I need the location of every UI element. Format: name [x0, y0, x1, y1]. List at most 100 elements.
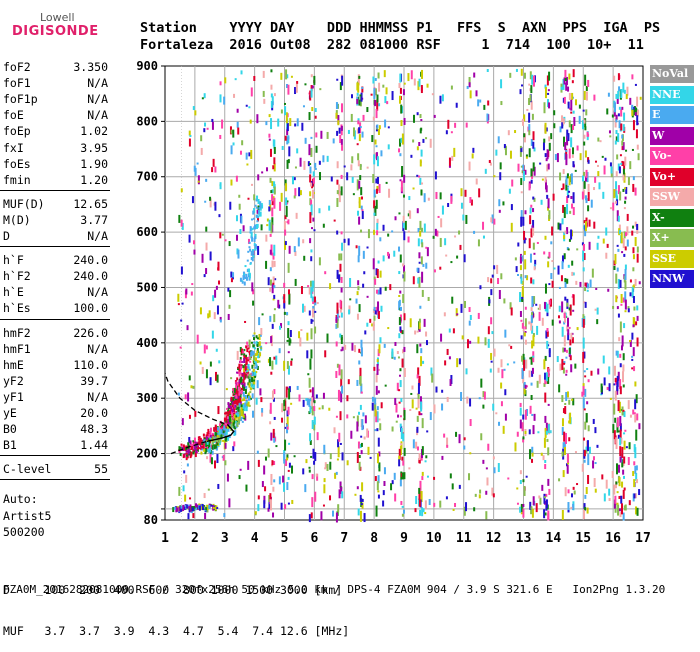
echo-mark [205, 242, 208, 251]
echo-mark [634, 221, 637, 227]
echo-mark [425, 246, 428, 249]
echo-mark [490, 352, 493, 360]
echo-mark [221, 427, 224, 432]
echo-mark [189, 497, 192, 500]
echo-mark [590, 199, 593, 208]
echo-mark [484, 337, 487, 346]
echo-mark [528, 238, 531, 249]
echo-mark [283, 452, 286, 464]
echo-mark [631, 355, 634, 358]
echo-mark [374, 205, 377, 216]
echo-mark [208, 504, 211, 509]
echo-mark [232, 422, 235, 427]
echo-mark [213, 202, 216, 206]
echo-mark [431, 93, 434, 96]
echo-mark [623, 275, 626, 283]
echo-mark [247, 347, 250, 350]
echo-mark [436, 230, 439, 237]
echo-mark [250, 227, 253, 231]
echo-mark [439, 266, 442, 270]
echo-mark [594, 462, 597, 465]
echo-mark [615, 438, 618, 450]
logo-lowell: Lowell [40, 11, 75, 24]
echo-mark [585, 109, 588, 116]
echo-mark [250, 231, 253, 237]
echo-mark [287, 84, 290, 95]
echo-mark [221, 423, 224, 428]
echo-mark [402, 274, 405, 279]
echo-mark [358, 304, 361, 313]
echo-mark [230, 396, 233, 401]
echo-mark [343, 238, 346, 243]
echo-mark [618, 401, 621, 413]
echo-mark [615, 463, 618, 475]
echo-mark [626, 226, 629, 236]
echo-mark [377, 129, 380, 136]
param-row: yF1 N/A [3, 390, 108, 406]
echo-mark [289, 339, 292, 344]
echo-mark [340, 124, 343, 129]
echo-mark [531, 315, 534, 319]
echo-mark [241, 411, 244, 417]
echo-mark [205, 345, 208, 350]
echo-mark [488, 159, 491, 163]
echo-mark [311, 288, 314, 294]
echo-mark [627, 177, 630, 186]
echo-mark [185, 454, 188, 458]
y-tick-label: 800 [136, 114, 158, 128]
echo-mark [280, 192, 283, 202]
echo-mark [219, 437, 222, 442]
echo-mark [532, 242, 535, 250]
echo-mark [565, 148, 568, 159]
echo-mark [238, 203, 241, 210]
echo-mark [632, 183, 635, 192]
echo-mark [425, 137, 428, 140]
echo-mark [302, 239, 305, 244]
echo-mark [318, 160, 321, 165]
echo-mark [334, 472, 337, 479]
echo-mark [208, 503, 211, 508]
echo-mark [568, 190, 571, 193]
echo-mark [440, 333, 443, 342]
echo-mark [286, 424, 289, 434]
echo-mark [286, 118, 289, 130]
echo-mark [617, 163, 620, 171]
echo-mark [450, 195, 453, 204]
echo-mark [414, 330, 417, 335]
echo-mark [240, 387, 243, 392]
param-name: D [3, 229, 10, 243]
echo-mark [570, 230, 573, 237]
echo-mark [360, 435, 363, 438]
echo-mark [225, 430, 228, 435]
echo-mark [258, 341, 261, 347]
echo-mark [374, 88, 377, 96]
echo-mark [375, 188, 378, 194]
echo-mark [399, 368, 402, 372]
echo-mark [217, 428, 220, 434]
echo-mark [491, 214, 494, 224]
echo-mark [609, 162, 612, 167]
echo-mark [490, 217, 493, 223]
echo-mark [249, 355, 252, 361]
echo-mark [587, 454, 590, 466]
echo-mark [532, 313, 535, 318]
echo-mark [631, 286, 634, 298]
echo-mark [257, 354, 260, 359]
echo-mark [528, 98, 531, 106]
echo-mark [188, 507, 191, 511]
echo-mark [239, 360, 242, 363]
echo-mark [446, 437, 449, 447]
echo-mark [441, 403, 444, 411]
echo-mark [358, 134, 361, 142]
echo-mark [614, 417, 617, 423]
echo-mark [269, 496, 272, 503]
echo-mark [275, 445, 278, 448]
echo-mark [356, 92, 359, 96]
echo-mark [548, 136, 551, 142]
echo-mark [521, 367, 524, 379]
echo-mark [609, 397, 612, 400]
echo-mark [572, 272, 575, 276]
echo-mark [574, 363, 577, 369]
echo-mark [312, 296, 315, 304]
echo-mark [587, 192, 590, 202]
